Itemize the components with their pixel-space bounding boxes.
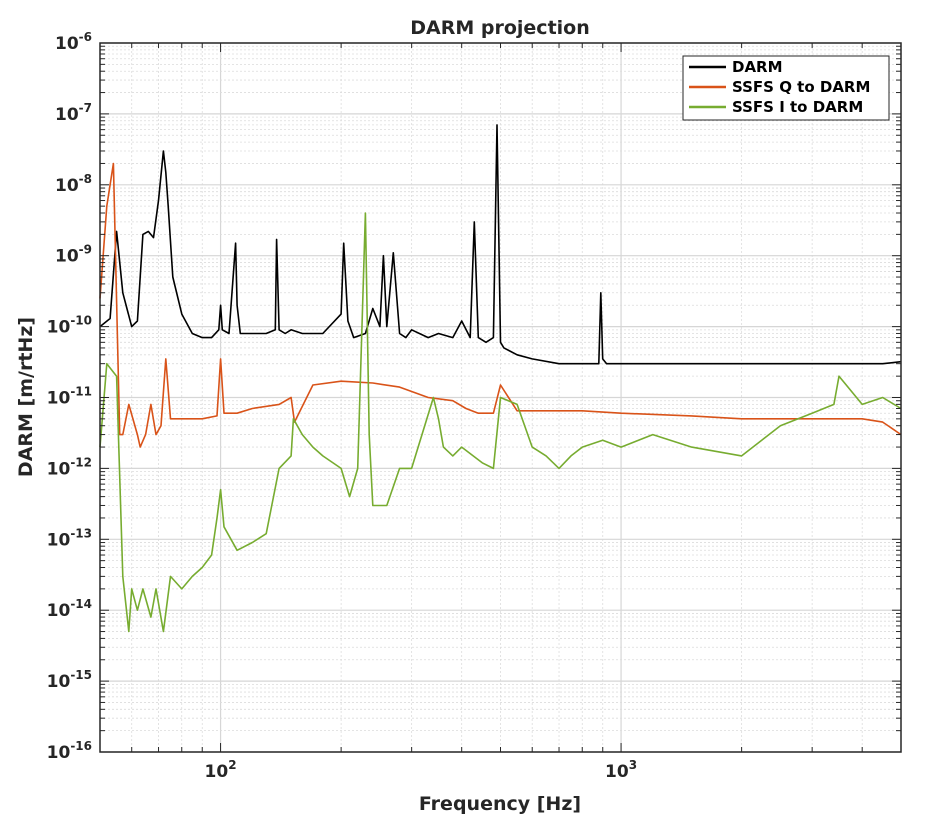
y-axis-label: DARM [m/rtHz] (15, 317, 37, 477)
x-tick-label: 102 (205, 758, 237, 782)
y-tick-label: 10-14 (47, 597, 92, 621)
y-tick-label: 10-8 (55, 172, 92, 196)
legend: DARM SSFS Q to DARM SSFS I to DARM (682, 55, 890, 121)
y-tick-label: 10-6 (55, 30, 92, 54)
y-tick-label: 10-13 (47, 526, 92, 550)
chart-title: DARM projection (410, 17, 590, 39)
y-tick-label: 10-11 (47, 385, 92, 409)
series-line-2 (99, 212, 902, 633)
y-tick-label: 10-16 (47, 739, 92, 763)
y-tick-label: 10-10 (47, 314, 92, 338)
legend-label-ssfs-q: SSFS Q to DARM (732, 78, 870, 96)
series-layer (99, 124, 902, 633)
y-tick-label: 10-9 (55, 243, 92, 267)
legend-label-darm: DARM (732, 58, 783, 76)
y-tick-label: 10-7 (55, 101, 92, 125)
legend-label-ssfs-i: SSFS I to DARM (732, 98, 863, 116)
y-tick-labels: 10-6 10-7 10-8 10-9 10-10 10-11 10-12 10-13 10-1… (47, 30, 92, 763)
y-tick-label: 10-15 (47, 668, 92, 692)
x-tick-label: 103 (605, 758, 637, 782)
x-tick-labels: 102 103 (205, 758, 638, 782)
x-axis-label: Frequency [Hz] (419, 793, 581, 815)
ticks (99, 42, 902, 753)
series-line-0 (99, 124, 902, 365)
y-tick-label: 10-12 (47, 455, 92, 479)
